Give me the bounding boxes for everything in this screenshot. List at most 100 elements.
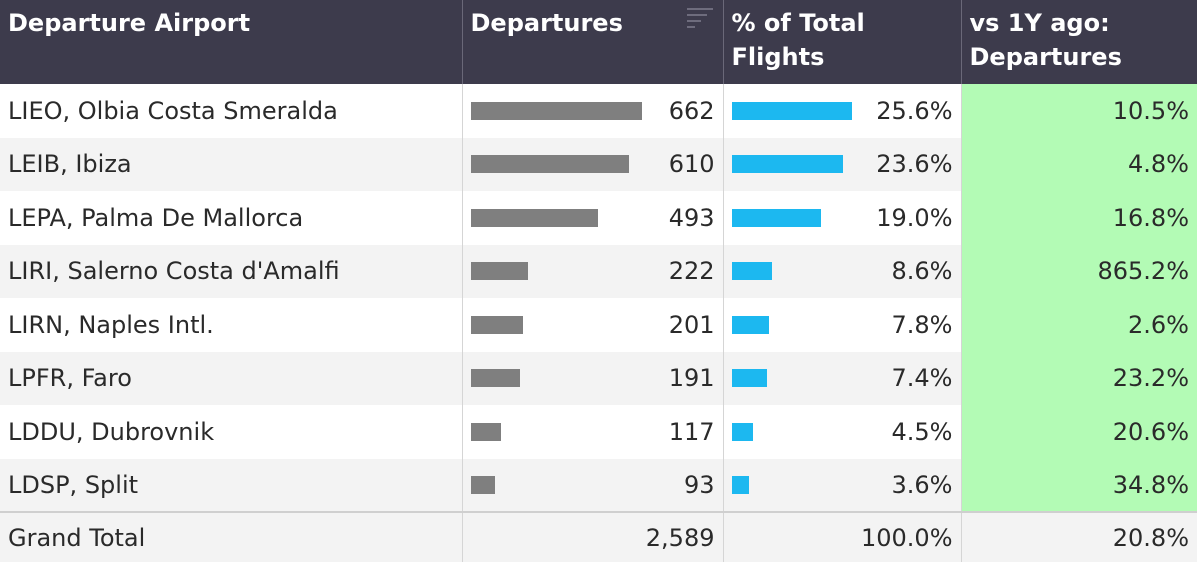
grand-total-row: Grand Total 2,589 100.0% 20.8% xyxy=(0,511,1197,562)
vs-1y-cell: 2.6% xyxy=(961,298,1197,352)
pct-total-value: 7.4% xyxy=(891,364,953,393)
sort-descending-icon[interactable] xyxy=(686,8,713,30)
vs-1y-value: 865.2% xyxy=(1097,257,1189,286)
header-pct-total-flights[interactable]: % of Total Flights xyxy=(723,0,962,84)
vs-1y-cell: 20.6% xyxy=(961,405,1197,459)
grand-total-vs-1y: 20.8% xyxy=(961,511,1197,562)
vs-1y-cell: 865.2% xyxy=(961,244,1197,298)
pct-total-cell: 8.6% xyxy=(723,244,962,298)
vs-1y-value: 16.8% xyxy=(1112,203,1189,232)
departures-value: 201 xyxy=(668,310,715,339)
vs-1y-value: 20.6% xyxy=(1112,417,1189,446)
departures-value: 191 xyxy=(668,364,715,393)
pct-total-cell: 7.8% xyxy=(723,298,962,352)
pct-total-value: 8.6% xyxy=(891,257,953,286)
table-row[interactable]: LEIB, Ibiza 610 23.6% 4.8% xyxy=(0,137,1197,191)
pct-total-bar xyxy=(731,315,769,334)
pct-total-bar xyxy=(731,101,852,120)
departures-cell: 117 xyxy=(462,405,724,459)
header-label: Departure Airport xyxy=(8,9,251,37)
departures-bar xyxy=(470,422,501,441)
airport-cell: LDDU, Dubrovnik xyxy=(0,405,463,459)
departures-cell: 191 xyxy=(462,351,724,405)
departures-cell: 222 xyxy=(462,244,724,298)
header-label: % of Total Flights xyxy=(731,9,865,71)
airport-name: LDDU, Dubrovnik xyxy=(8,417,215,446)
airport-cell: LEIB, Ibiza xyxy=(0,137,463,191)
table-row[interactable]: LDDU, Dubrovnik 117 4.5% 20.6% xyxy=(0,405,1197,459)
departures-value: 662 xyxy=(668,96,715,125)
pct-total-value: 19.0% xyxy=(876,203,953,232)
header-departures[interactable]: Departures xyxy=(462,0,724,84)
airport-name: LIRN, Naples Intl. xyxy=(8,310,214,339)
table-row[interactable]: LIRN, Naples Intl. 201 7.8% 2.6% xyxy=(0,298,1197,352)
table-row[interactable]: LEPA, Palma De Mallorca 493 19.0% 16.8% xyxy=(0,191,1197,245)
departures-bar xyxy=(470,101,642,120)
vs-1y-cell: 4.8% xyxy=(961,137,1197,191)
pct-total-cell: 23.6% xyxy=(723,137,962,191)
pct-total-cell: 7.4% xyxy=(723,351,962,405)
departures-value: 93 xyxy=(683,470,715,499)
header-vs-1y-ago[interactable]: vs 1Y ago: Departures xyxy=(961,0,1197,84)
departures-bar xyxy=(470,262,528,281)
airport-name: LDSP, Split xyxy=(8,470,139,499)
airport-name: LIEO, Olbia Costa Smeralda xyxy=(8,96,338,125)
table-body: LIEO, Olbia Costa Smeralda 662 25.6% 10.5% L… xyxy=(0,84,1197,512)
airport-name: LEIB, Ibiza xyxy=(8,150,132,179)
vs-1y-value: 2.6% xyxy=(1128,310,1189,339)
pct-total-value: 7.8% xyxy=(891,310,953,339)
departures-value: 493 xyxy=(668,203,715,232)
table-row[interactable]: LDSP, Split 93 3.6% 34.8% xyxy=(0,458,1197,512)
departures-value: 222 xyxy=(668,257,715,286)
airport-cell: LEPA, Palma De Mallorca xyxy=(0,191,463,245)
departures-value: 117 xyxy=(668,417,715,446)
vs-1y-cell: 23.2% xyxy=(961,351,1197,405)
departures-bar xyxy=(470,155,629,174)
airport-cell: LIRN, Naples Intl. xyxy=(0,298,463,352)
airport-name: LEPA, Palma De Mallorca xyxy=(8,203,304,232)
departures-cell: 662 xyxy=(462,84,724,138)
table-row[interactable]: LPFR, Faro 191 7.4% 23.2% xyxy=(0,351,1197,405)
grand-total-label: Grand Total xyxy=(0,511,463,562)
vs-1y-value: 10.5% xyxy=(1112,96,1189,125)
departures-cell: 93 xyxy=(462,458,724,512)
vs-1y-cell: 34.8% xyxy=(961,458,1197,512)
pct-total-cell: 3.6% xyxy=(723,458,962,512)
departures-bar xyxy=(470,315,523,334)
pct-total-bar xyxy=(731,369,767,388)
airport-name: LPFR, Faro xyxy=(8,364,132,393)
departures-cell: 201 xyxy=(462,298,724,352)
header-departure-airport[interactable]: Departure Airport xyxy=(0,0,463,84)
pct-total-cell: 19.0% xyxy=(723,191,962,245)
departures-bar xyxy=(470,369,520,388)
airport-cell: LIEO, Olbia Costa Smeralda xyxy=(0,84,463,138)
pct-total-value: 23.6% xyxy=(876,150,953,179)
pct-total-value: 3.6% xyxy=(891,470,953,499)
vs-1y-value: 23.2% xyxy=(1112,364,1189,393)
header-row: Departure Airport Departures % of Total … xyxy=(0,0,1197,84)
vs-1y-cell: 10.5% xyxy=(961,84,1197,138)
departures-value: 610 xyxy=(668,150,715,179)
table-row[interactable]: LIEO, Olbia Costa Smeralda 662 25.6% 10.5% xyxy=(0,84,1197,138)
pct-total-bar xyxy=(731,155,843,174)
pct-total-bar xyxy=(731,208,821,227)
header-label: vs 1Y ago: Departures xyxy=(969,9,1122,71)
pct-total-bar xyxy=(731,422,753,441)
departures-cell: 610 xyxy=(462,137,724,191)
departures-cell: 493 xyxy=(462,191,724,245)
pct-total-cell: 25.6% xyxy=(723,84,962,138)
departures-bar xyxy=(470,208,598,227)
header-label: Departures xyxy=(470,9,623,37)
airport-cell: LIRI, Salerno Costa d'Amalfi xyxy=(0,244,463,298)
grand-total-pct: 100.0% xyxy=(723,511,962,562)
airport-name: LIRI, Salerno Costa d'Amalfi xyxy=(8,257,340,286)
pct-total-cell: 4.5% xyxy=(723,405,962,459)
vs-1y-cell: 16.8% xyxy=(961,191,1197,245)
grand-total-departures: 2,589 xyxy=(462,511,724,562)
pct-total-value: 25.6% xyxy=(876,96,953,125)
table-row[interactable]: LIRI, Salerno Costa d'Amalfi 222 8.6% 865.2… xyxy=(0,244,1197,298)
vs-1y-value: 4.8% xyxy=(1128,150,1189,179)
airport-cell: LDSP, Split xyxy=(0,458,463,512)
pct-total-bar xyxy=(731,262,772,281)
